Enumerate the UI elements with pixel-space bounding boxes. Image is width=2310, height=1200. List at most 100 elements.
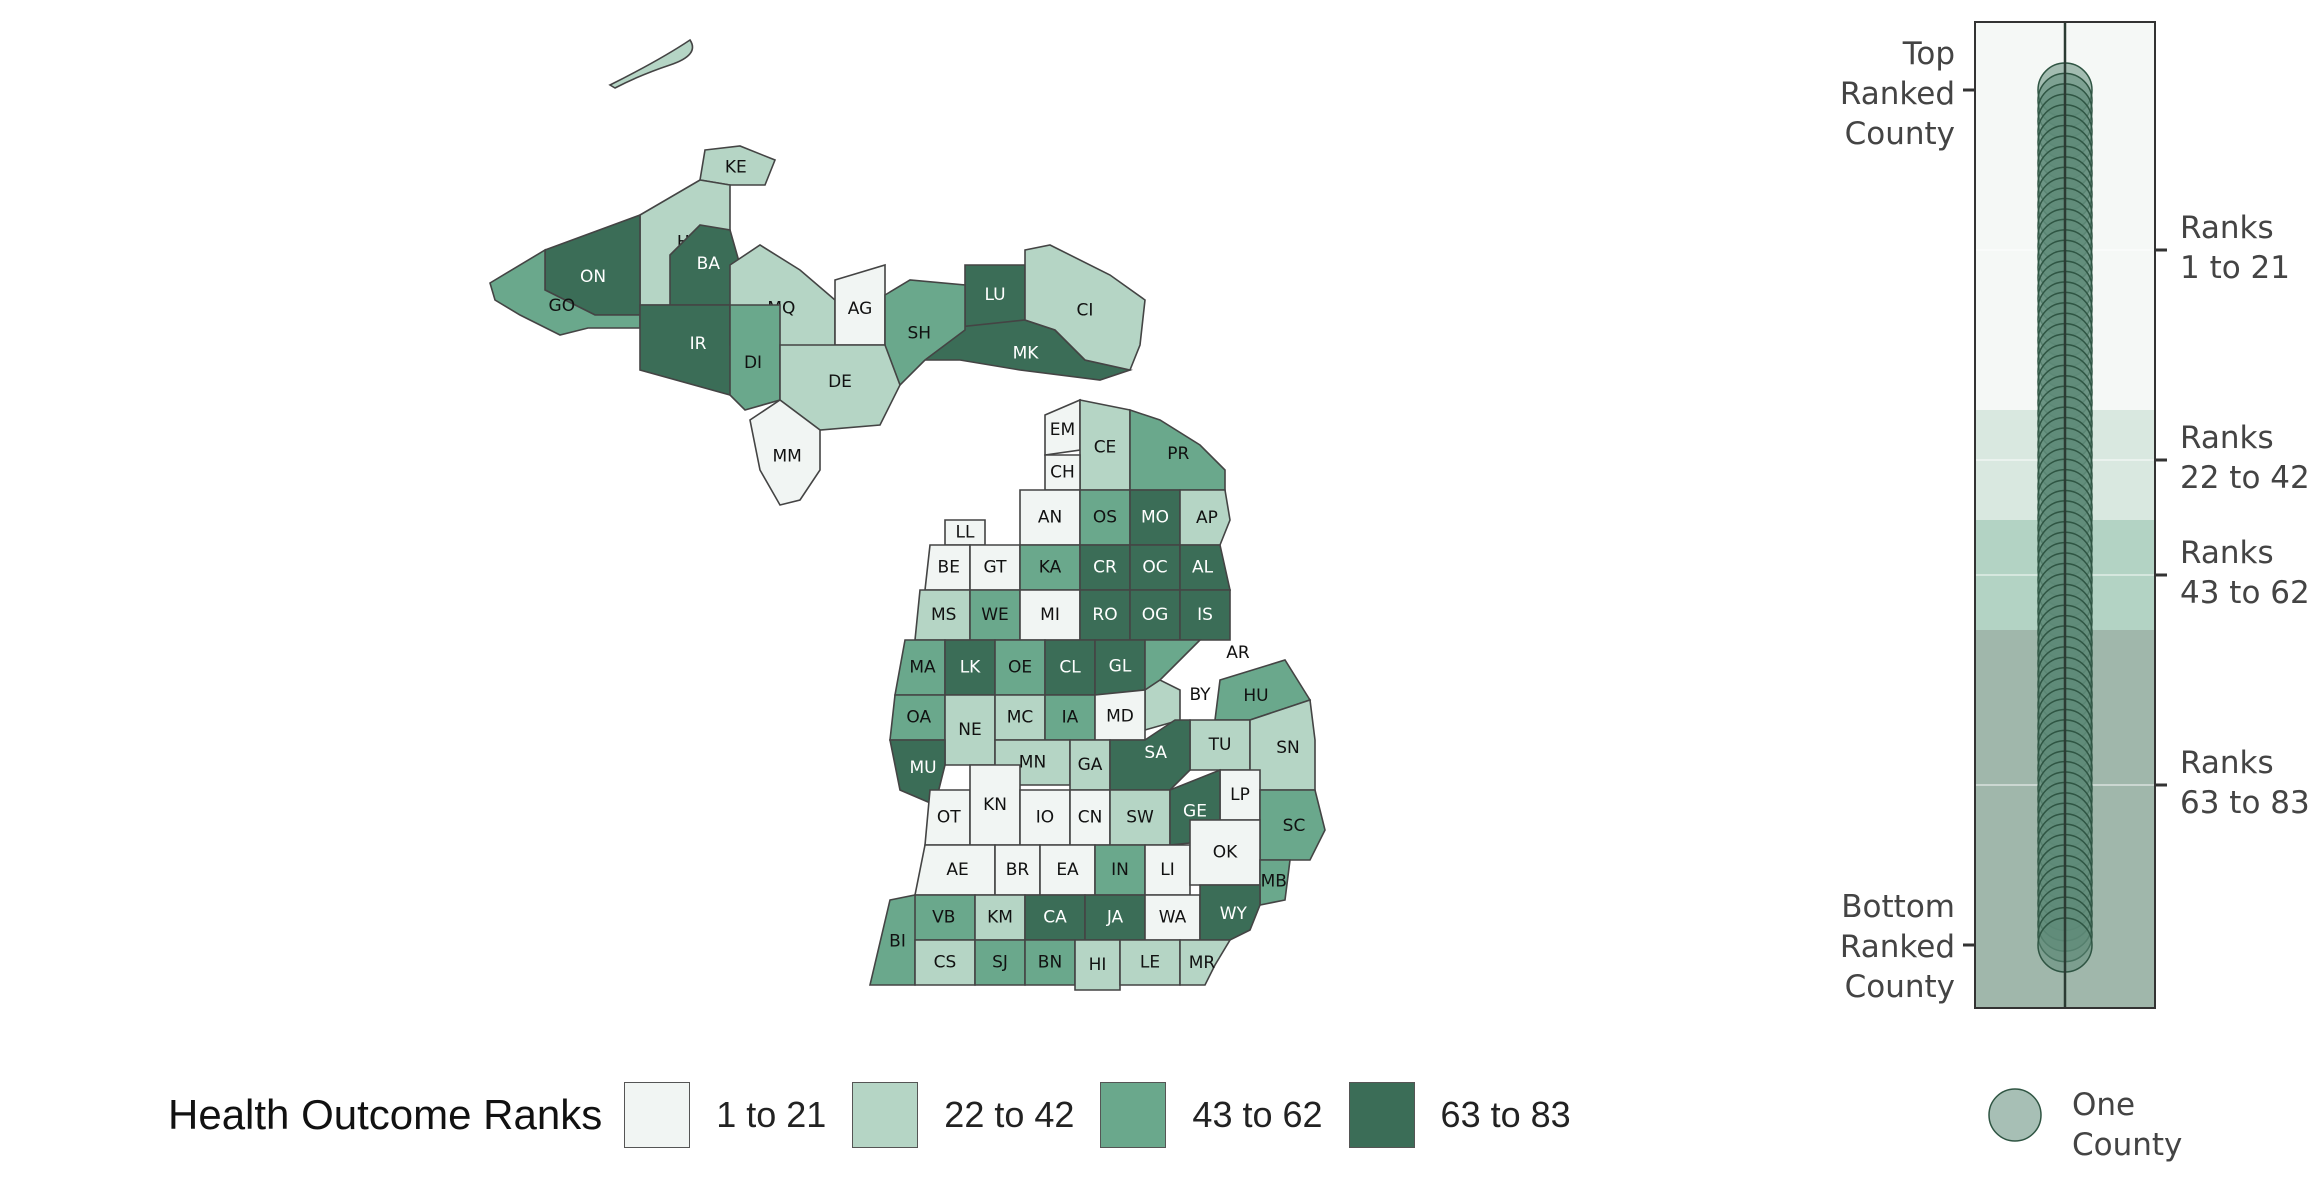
county-we[interactable]: WE bbox=[969, 589, 1021, 641]
county-md[interactable]: MD bbox=[1094, 689, 1146, 741]
county-ca[interactable]: CA bbox=[1024, 894, 1086, 941]
county-cr[interactable]: CR bbox=[1079, 544, 1131, 591]
county-shape[interactable] bbox=[1179, 939, 1232, 986]
county-label: AR bbox=[1226, 643, 1250, 663]
county-de[interactable]: DE bbox=[779, 344, 901, 431]
county-wa[interactable]: WA bbox=[1144, 894, 1201, 941]
county-mm[interactable]: MM bbox=[749, 399, 821, 506]
county-di[interactable]: DI bbox=[729, 304, 781, 411]
county-ea[interactable]: EA bbox=[1039, 844, 1096, 896]
county-ro[interactable]: RO bbox=[1079, 589, 1131, 641]
county-label: CL bbox=[1059, 658, 1081, 678]
county-kn[interactable]: KN bbox=[969, 764, 1021, 846]
county-label: OC bbox=[1142, 558, 1167, 578]
county-em[interactable]: EM bbox=[1044, 398, 1081, 456]
legend-swatch-4 bbox=[1348, 1082, 1415, 1148]
county-ka[interactable]: KA bbox=[1019, 544, 1081, 591]
county-tu[interactable]: TU bbox=[1189, 719, 1251, 771]
county-wy[interactable]: WY bbox=[1199, 884, 1261, 941]
county-shape[interactable] bbox=[1024, 244, 1146, 371]
county-oe[interactable]: OE bbox=[994, 639, 1046, 696]
county-is[interactable]: IS bbox=[1179, 589, 1231, 641]
county-shape[interactable] bbox=[889, 739, 946, 807]
county-lp[interactable]: LP bbox=[1219, 769, 1261, 821]
county-oc[interactable]: OC bbox=[1129, 544, 1181, 591]
county-shape[interactable] bbox=[1179, 589, 1231, 641]
county-label: BI bbox=[889, 931, 906, 951]
county-ll[interactable]: LL bbox=[944, 519, 986, 546]
county-by[interactable]: BY bbox=[1144, 679, 1211, 732]
county-ia[interactable]: IA bbox=[1044, 694, 1096, 741]
county-og[interactable]: OG bbox=[1129, 589, 1181, 641]
county-label: BR bbox=[1006, 860, 1030, 880]
county-shape[interactable] bbox=[729, 304, 781, 411]
county-ne[interactable]: NE bbox=[944, 694, 996, 766]
county-oa[interactable]: OA bbox=[889, 694, 946, 741]
county-sj[interactable]: SJ bbox=[974, 939, 1026, 986]
county-label: SC bbox=[1283, 816, 1306, 836]
county-label: LL bbox=[956, 523, 975, 543]
county-label: IR bbox=[690, 334, 707, 354]
county-mc[interactable]: MC bbox=[994, 694, 1046, 741]
county-mr[interactable]: MR bbox=[1179, 939, 1232, 986]
county-ae[interactable]: AE bbox=[914, 844, 996, 896]
county-ce[interactable]: CE bbox=[1079, 399, 1131, 491]
county-label: OK bbox=[1213, 843, 1238, 863]
county-sc[interactable]: SC bbox=[1259, 789, 1326, 861]
county-pr[interactable]: PR bbox=[1129, 408, 1226, 491]
county-ci[interactable]: CI bbox=[1024, 244, 1146, 371]
county-br[interactable]: BR bbox=[994, 844, 1041, 896]
county-io[interactable]: IO bbox=[1019, 789, 1071, 846]
county-sn[interactable]: SN bbox=[1249, 698, 1316, 791]
county-bi[interactable]: BI bbox=[868, 894, 916, 986]
county-cn[interactable]: CN bbox=[1069, 789, 1111, 846]
county-mi[interactable]: MI bbox=[1019, 589, 1081, 641]
county-lk[interactable]: LK bbox=[944, 639, 996, 696]
county-os[interactable]: OS bbox=[1079, 489, 1131, 546]
county-mb[interactable]: MB bbox=[1259, 859, 1291, 906]
county-mo[interactable]: MO bbox=[1129, 489, 1181, 546]
county-ch[interactable]: CH bbox=[1044, 454, 1081, 491]
county-label: LI bbox=[1160, 860, 1175, 880]
county-shape[interactable] bbox=[1179, 489, 1231, 546]
county-shape[interactable] bbox=[1074, 939, 1121, 991]
county-gt[interactable]: GT bbox=[969, 544, 1021, 591]
county-in[interactable]: IN bbox=[1094, 844, 1146, 896]
county-vb[interactable]: VB bbox=[909, 894, 976, 941]
county-hi[interactable]: HI bbox=[1074, 939, 1121, 991]
county-al[interactable]: AL bbox=[1179, 544, 1231, 591]
county-shape[interactable] bbox=[749, 399, 821, 506]
county-label: MD bbox=[1106, 706, 1134, 726]
rank-range-label-1: Ranks bbox=[2180, 210, 2274, 246]
county-km[interactable]: KM bbox=[974, 894, 1026, 941]
county-label: KM bbox=[987, 908, 1013, 928]
isle-royale-shape bbox=[608, 38, 694, 89]
county-ms[interactable]: MS bbox=[914, 589, 971, 641]
county-ok[interactable]: OK bbox=[1189, 819, 1261, 886]
county-sw[interactable]: SW bbox=[1109, 789, 1171, 846]
county-gl[interactable]: GL bbox=[1094, 639, 1146, 696]
county-bn[interactable]: BN bbox=[1024, 939, 1076, 986]
county-ir[interactable]: IR bbox=[639, 304, 741, 397]
county-mk[interactable]: MK bbox=[924, 319, 1133, 381]
county-label: GL bbox=[1109, 656, 1132, 676]
county-mu[interactable]: MU bbox=[889, 739, 946, 807]
county-ja[interactable]: JA bbox=[1084, 894, 1146, 941]
county-ga[interactable]: GA bbox=[1069, 739, 1111, 791]
county-ot[interactable]: OT bbox=[924, 789, 971, 846]
county-ke[interactable]: KE bbox=[699, 145, 777, 186]
county-le[interactable]: LE bbox=[1119, 939, 1181, 986]
county-shape[interactable] bbox=[1144, 639, 1202, 692]
county-label: HI bbox=[1089, 955, 1107, 975]
county-cs[interactable]: CS bbox=[914, 939, 976, 986]
county-ar[interactable]: AR bbox=[1144, 639, 1250, 692]
county-li[interactable]: LI bbox=[1144, 844, 1191, 896]
county-ag[interactable]: AG bbox=[834, 263, 886, 346]
county-label: ON bbox=[580, 267, 606, 287]
county-ma[interactable]: MA bbox=[894, 639, 946, 696]
county-be[interactable]: BE bbox=[924, 544, 971, 591]
county-label: IA bbox=[1062, 708, 1079, 728]
county-ap[interactable]: AP bbox=[1179, 489, 1231, 546]
county-cl[interactable]: CL bbox=[1044, 639, 1096, 696]
county-an[interactable]: AN bbox=[1019, 489, 1081, 546]
